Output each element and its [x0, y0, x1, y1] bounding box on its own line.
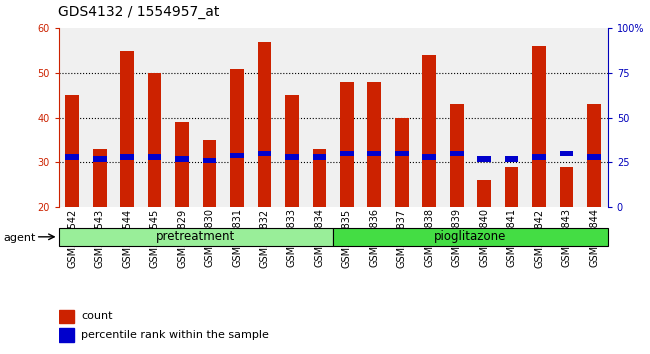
Text: agent: agent	[3, 233, 36, 243]
Bar	[230, 153, 244, 158]
Bar	[285, 95, 299, 207]
Bar	[532, 46, 546, 207]
Bar	[560, 151, 573, 156]
Bar	[66, 154, 79, 160]
Text: count: count	[81, 311, 113, 321]
Bar	[505, 156, 519, 161]
Bar	[340, 151, 354, 156]
Text: pioglitazone: pioglitazone	[434, 230, 506, 243]
Bar	[120, 51, 134, 207]
Bar	[120, 154, 134, 160]
Bar	[422, 55, 436, 207]
Bar	[477, 156, 491, 161]
Bar	[422, 154, 436, 160]
Bar	[587, 104, 601, 207]
Bar	[560, 167, 573, 207]
Bar	[203, 140, 216, 207]
Bar	[367, 151, 381, 156]
Bar	[340, 82, 354, 207]
Bar	[477, 180, 491, 207]
Bar	[148, 154, 161, 160]
Bar	[148, 73, 161, 207]
Bar	[58, 328, 74, 342]
Bar	[66, 95, 79, 207]
Bar	[230, 69, 244, 207]
Bar	[313, 154, 326, 160]
Bar	[176, 122, 189, 207]
Bar	[285, 154, 299, 160]
Bar	[58, 309, 74, 323]
Bar	[587, 154, 601, 160]
Bar	[93, 156, 107, 161]
Text: percentile rank within the sample: percentile rank within the sample	[81, 330, 269, 340]
Bar	[257, 42, 271, 207]
Bar	[395, 151, 409, 156]
Bar	[257, 151, 271, 156]
Bar	[395, 118, 409, 207]
Bar	[532, 154, 546, 160]
Bar	[333, 228, 608, 246]
Bar	[176, 156, 189, 161]
Bar	[450, 151, 463, 156]
Bar	[93, 149, 107, 207]
Bar	[203, 158, 216, 163]
Bar	[313, 149, 326, 207]
Text: GDS4132 / 1554957_at: GDS4132 / 1554957_at	[58, 5, 220, 19]
Text: pretreatment: pretreatment	[156, 230, 235, 243]
Bar	[505, 167, 519, 207]
Bar	[58, 228, 333, 246]
Bar	[450, 104, 463, 207]
Bar	[367, 82, 381, 207]
